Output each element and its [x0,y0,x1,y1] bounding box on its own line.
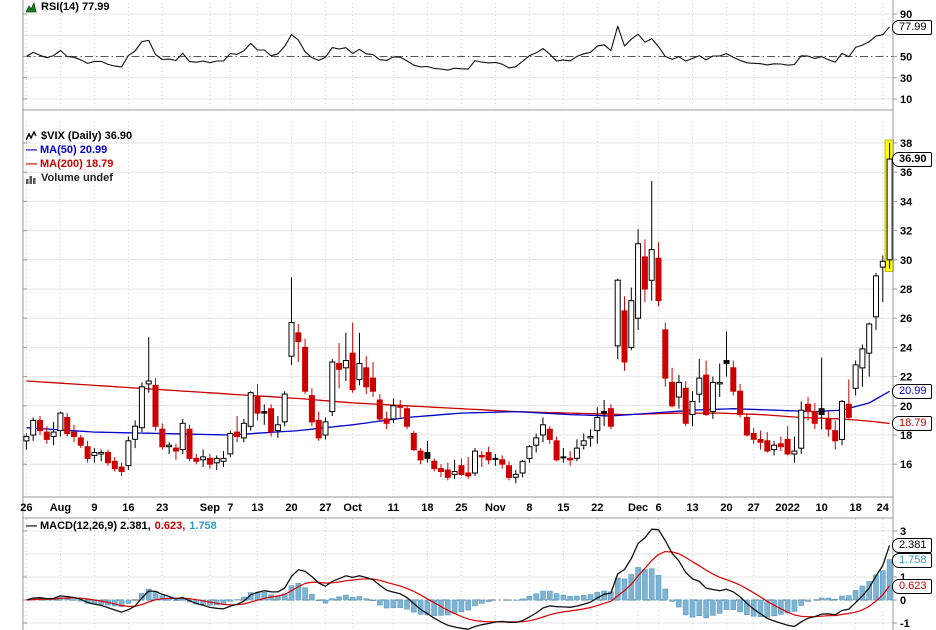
price-legend-volume: Volume undef [26,172,113,185]
macd-legend-signal-value: 0.623, [154,520,186,532]
y-axis-tick: 16 [900,459,912,471]
y-axis-tick: 10 [900,94,912,106]
ma50-line-swatch: — [26,144,37,156]
x-axis-tick: Sep [200,502,220,514]
macd-legend-hist-value: 1.758 [189,520,217,532]
axis-callout-0.623: 0.623 [892,579,932,594]
y-axis-tick: 1 [900,572,906,584]
x-axis-tick: 7 [227,502,233,514]
price-legend-ma50: — MA(50) 20.99 [26,144,107,157]
y-axis-tick: 50 [900,52,912,64]
y-axis-tick: 30 [900,73,912,85]
x-axis-tick: 20 [720,502,732,514]
axis-callout-77.99: 77.99 [892,20,932,35]
y-axis-tick: 3 [900,526,906,538]
axis-callout-36.90: 36.90 [892,152,932,167]
x-axis-tick: 10 [815,502,827,514]
rsi-plot [23,3,893,109]
axis-callout-2.381: 2.381 [892,538,932,553]
y-axis-tick: 24 [900,342,913,354]
rsi-legend-label: RSI(14) 77.99 [41,1,110,13]
macd-legend-label: MACD(12,26,9) 2.381, [40,520,151,532]
x-axis-tick: Nov [485,502,507,514]
y-axis-tick: 32 [900,226,912,238]
price-legend-symbol: $VIX (Daily) 36.90 [26,130,132,143]
x-axis-tick: 13 [251,502,263,514]
x-axis-tick: 15 [557,502,569,514]
x-axis-tick: 22 [591,502,603,514]
price-plot [23,121,894,497]
y-axis-tick: 90 [900,9,912,21]
x-axis-tick: 27 [319,502,331,514]
rsi-icon [26,2,37,13]
price-legend-ma200: — MA(200) 18.79 [26,158,113,171]
x-axis-tick: 6 [655,502,661,514]
y-axis-tick: -1 [900,618,910,630]
x-axis-tick: 2022 [775,502,799,514]
price-legend-ma200-label: MA(200) 18.79 [40,158,114,170]
y-axis-tick: 0 [900,595,906,607]
axis-callout-18.79: 18.79 [892,416,932,431]
price-legend-volume-label: Volume undef [41,172,113,184]
y-axis-tick: 26 [900,313,912,325]
axis-callout-20.99: 20.99 [892,384,932,399]
price-legend-ma50-label: MA(50) 20.99 [40,144,108,156]
macd-line-swatch: — [26,520,37,532]
x-axis-tick: 23 [156,502,168,514]
macd-plot [23,519,893,630]
y-axis-tick: 36 [900,167,912,179]
x-axis-tick: 25 [455,502,467,514]
y-axis-tick: 30 [900,255,912,267]
x-axis-tick: 20 [285,502,297,514]
price-legend-symbol-label: $VIX (Daily) 36.90 [41,130,133,142]
macd-legend: — MACD(12,26,9) 2.381, 0.623, 1.758 [26,520,217,533]
x-axis-tick: 16 [122,502,134,514]
x-axis-tick: Dec [628,502,648,514]
x-axis-tick: 26 [20,502,32,514]
x-axis-tick: 11 [388,502,400,514]
x-axis-tick: 13 [686,502,698,514]
y-axis-tick: 20 [900,401,912,413]
x-axis-tick: 9 [91,502,97,514]
x-axis-tick: 8 [526,502,532,514]
ma200-line-swatch: — [26,158,37,170]
x-axis-tick: 18 [849,502,861,514]
x-axis-tick: Aug [50,502,71,514]
y-axis-tick: 28 [900,284,912,296]
rsi-legend: RSI(14) 77.99 [26,1,109,14]
x-axis-tick: Oct [343,502,362,514]
x-axis-tick: 27 [748,502,760,514]
y-axis-tick: 22 [900,372,912,384]
y-axis-tick: 38 [900,138,912,150]
price-chart-icon [26,131,37,142]
y-axis-tick: 18 [900,430,912,442]
x-axis-tick: 24 [877,502,890,514]
y-axis-tick: 34 [900,196,913,208]
x-axis-tick: 18 [421,502,433,514]
axis-callout-1.758: 1.758 [892,553,932,568]
volume-icon [26,173,37,184]
